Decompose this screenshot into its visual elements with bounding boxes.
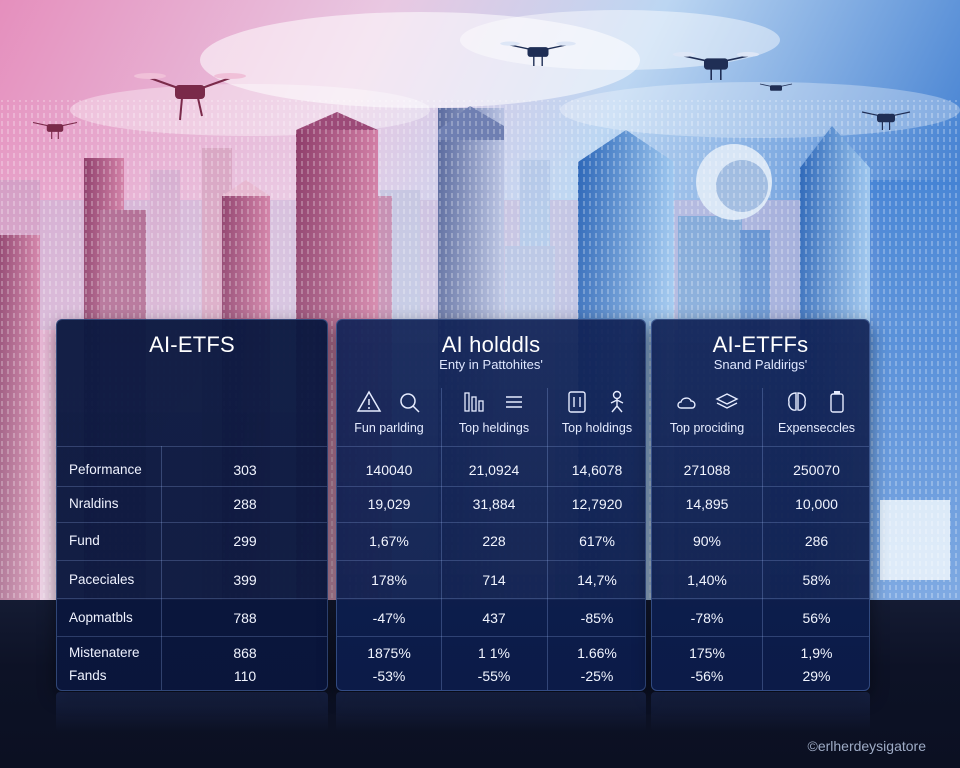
column-header: Top holdings	[561, 421, 633, 435]
column-divider	[441, 388, 442, 690]
table-cell: 21,0924	[468, 462, 520, 478]
row-divider	[337, 522, 645, 523]
table-cell: 31,884	[472, 496, 516, 512]
table-cell: 1.66%	[577, 645, 617, 661]
table-cell: 14,895	[685, 496, 729, 512]
row-value: 788	[233, 610, 257, 626]
row-value: 868	[233, 645, 257, 661]
panel-ai-etfs: AI-ETFS Peformance 303 Nraldins 288 Fund 299 P…	[56, 319, 328, 691]
row-divider	[337, 486, 645, 487]
column-header: Top prociding	[669, 421, 745, 435]
table-cell: 271088	[683, 462, 731, 478]
table-cell: 14,7%	[577, 572, 617, 588]
table-cell: -78%	[690, 610, 724, 626]
table-cell: -56%	[690, 668, 724, 684]
row-value: 110	[233, 668, 257, 684]
table-cell: 228	[482, 533, 506, 549]
column-header: Fun parlding	[354, 421, 424, 435]
panel-title: AI-ETFS	[149, 332, 235, 357]
table-cell: 286	[804, 533, 829, 549]
panel-subtitle: Snand Paldirigs'	[713, 357, 808, 372]
table-cell: 12,7920	[571, 496, 623, 512]
column-header: Top heldings	[458, 421, 530, 435]
table-cell: 10,000	[795, 496, 838, 512]
row-divider	[337, 560, 645, 561]
panel-ai-etffs: AI-ETFFs Snand Paldirigs' Top prociding …	[651, 319, 870, 691]
brain-icon	[787, 392, 806, 411]
row-label: Fund	[69, 533, 100, 548]
column-divider	[547, 388, 548, 690]
row-divider	[57, 560, 327, 561]
table-cell: 56%	[802, 610, 831, 626]
row-divider	[652, 486, 869, 487]
row-value: 288	[233, 496, 257, 512]
panel-title: AI holddls	[441, 332, 541, 357]
row-label: Fands	[69, 668, 107, 683]
row-divider	[652, 636, 869, 637]
row-label: Paceciales	[69, 572, 135, 587]
column-divider	[161, 446, 162, 690]
search-icon	[400, 393, 420, 413]
table-cell: 90%	[692, 533, 722, 549]
column-divider	[762, 388, 763, 690]
table-cell: -47%	[372, 610, 406, 626]
divider	[337, 446, 645, 447]
warning-triangle-icon	[356, 390, 382, 412]
watermark: ©erlherdeysigatore	[807, 738, 927, 754]
layers-icon	[715, 393, 739, 409]
row-label: Mistenatere	[69, 645, 140, 660]
table-cell: 1875%	[367, 645, 411, 661]
row-value: 399	[233, 572, 257, 588]
table-cell: 1 1%	[478, 645, 510, 661]
list-icon	[506, 396, 522, 408]
row-divider	[57, 486, 327, 487]
panel-title: AI-ETFFs	[712, 332, 809, 357]
table-cell: -85%	[580, 610, 614, 626]
table-cell: 178%	[371, 572, 407, 588]
table-cell: 1,40%	[687, 572, 727, 588]
table-cell: 19,029	[367, 496, 411, 512]
row-divider	[57, 636, 327, 637]
table-cell: -55%	[477, 668, 511, 684]
table-cell: 14,6078	[571, 462, 623, 478]
column-header: Expenseccles	[777, 421, 856, 435]
panel-reflection	[651, 692, 870, 732]
divider	[57, 446, 327, 447]
row-label: Aopmatbls	[69, 610, 133, 625]
cloud-icon	[677, 397, 696, 409]
battery-icon	[829, 391, 844, 413]
row-divider	[57, 598, 327, 599]
table-cell: 437	[482, 610, 506, 626]
table-cell: 29%	[802, 668, 831, 684]
row-divider	[337, 598, 645, 599]
row-value: 303	[233, 462, 257, 478]
row-divider	[652, 522, 869, 523]
row-divider	[57, 522, 327, 523]
table-cell: -25%	[580, 668, 614, 684]
row-label: Peformance	[69, 462, 142, 477]
table-cell: 175%	[689, 645, 725, 661]
row-label: Nraldins	[69, 496, 119, 511]
table-cell: 617%	[579, 533, 615, 549]
table-cell: 1,9%	[800, 645, 833, 661]
row-value: 299	[233, 533, 257, 549]
divider	[652, 446, 869, 447]
panel-reflection	[336, 692, 646, 732]
panel-ai-holdings: AI holddls Enty in Pattohites' Fun parld…	[336, 319, 646, 691]
row-divider	[337, 636, 645, 637]
table-cell: -53%	[372, 668, 406, 684]
calculator-icon	[568, 391, 586, 413]
row-divider	[652, 560, 869, 561]
table-cell: 250070	[793, 462, 840, 478]
table-cell: 58%	[802, 572, 831, 588]
table-cell: 714	[482, 572, 506, 588]
panel-reflection	[56, 692, 328, 732]
row-divider	[652, 598, 869, 599]
person-icon	[610, 390, 624, 413]
table-cell: 140040	[365, 462, 413, 478]
bar-chart-icon	[464, 392, 484, 412]
table-cell: 1,67%	[369, 533, 409, 549]
panel-subtitle: Enty in Pattohites'	[439, 357, 543, 372]
